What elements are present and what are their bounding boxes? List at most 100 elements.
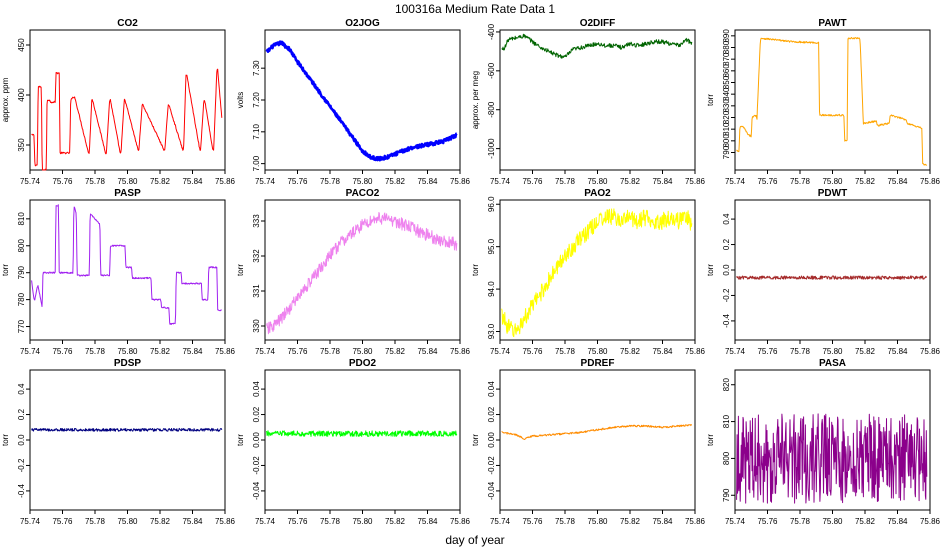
data-line-2	[265, 40, 458, 162]
y-tick-label-6-1: 330	[252, 319, 261, 333]
x-tick-label-12-3: 75.78	[790, 517, 811, 526]
y-tick-label-8-4: 0.2	[722, 238, 731, 250]
x-tick-label-10-1: 75.74	[255, 517, 276, 526]
y-tick-label-1-2: 400	[17, 88, 26, 102]
chart-title-3: O2DIFF	[580, 18, 616, 29]
x-tick-label-2-5: 75.82	[385, 177, 406, 186]
y-axis-label-5: torr	[1, 264, 10, 276]
y-tick-label-10-3: 0.00	[252, 432, 261, 448]
y-tick-label-1-1: 350	[17, 138, 26, 152]
x-tick-label-9-7: 75.86	[215, 517, 236, 526]
chart-panel-8: PDWT 75.74 75.76 75.78 75.80 75.82 75.84 75.86 -…	[706, 188, 941, 356]
figure-x-axis-label: day of year	[445, 533, 504, 547]
chart-panel-2: O2JOG 75.74 75.76 75.78 75.80 75.82 75.84 75.86…	[236, 18, 471, 186]
y-tick-label-5-5: 810	[17, 212, 26, 226]
x-tick-label-12-5: 75.82	[855, 517, 876, 526]
chart-title-8: PDWT	[818, 188, 847, 199]
x-tick-label-11-7: 75.86	[685, 517, 706, 526]
y-tick-label-5-2: 780	[17, 292, 26, 306]
x-tick-label-9-2: 75.76	[52, 517, 73, 526]
y-tick-label-4-11: 890	[722, 29, 731, 43]
data-line-7	[501, 208, 693, 338]
y-tick-label-3-1: -1000	[487, 138, 496, 159]
x-tick-label-12-4: 75.80	[822, 517, 843, 526]
figure-title: 100316a Medium Rate Data 1	[395, 2, 555, 16]
x-tick-label-6-4: 75.80	[352, 347, 373, 356]
x-tick-label-1-7: 75.86	[215, 177, 236, 186]
x-tick-label-4-4: 75.80	[822, 177, 843, 186]
chart-panel-12: PASA 75.74 75.76 75.78 75.80 75.82 75.84 75.86 7…	[706, 358, 941, 526]
x-tick-label-5-4: 75.80	[117, 347, 138, 356]
chart-panel-1: CO2 75.74 75.76 75.78 75.80 75.82 75.84 75.86 35…	[1, 18, 236, 186]
data-line-5	[31, 204, 222, 325]
plot-frame-11	[499, 369, 696, 511]
y-tick-label-12-2: 800	[722, 451, 731, 465]
x-tick-label-9-5: 75.82	[150, 517, 171, 526]
x-tick-label-4-1: 75.74	[725, 177, 746, 186]
x-tick-label-11-6: 75.84	[652, 517, 673, 526]
y-tick-label-11-1: -0.04	[487, 481, 496, 500]
x-tick-label-5-5: 75.82	[150, 347, 171, 356]
x-tick-label-2-6: 75.84	[417, 177, 438, 186]
x-tick-label-6-6: 75.84	[417, 347, 438, 356]
data-line-6	[266, 212, 458, 335]
y-tick-label-5-4: 800	[17, 239, 26, 253]
x-tick-label-5-2: 75.76	[52, 347, 73, 356]
chart-title-10: PDO2	[349, 358, 377, 369]
x-tick-label-7-7: 75.86	[685, 347, 706, 356]
x-tick-label-10-4: 75.80	[352, 517, 373, 526]
x-tick-label-5-1: 75.74	[20, 347, 41, 356]
data-line-3	[501, 33, 693, 59]
data-line-9	[31, 427, 223, 432]
x-tick-label-4-6: 75.84	[887, 177, 908, 186]
y-axis-label-9: torr	[1, 434, 10, 446]
y-axis-label-4: torr	[706, 94, 715, 106]
x-tick-label-10-2: 75.76	[287, 517, 308, 526]
y-axis-label-3: approx. per meg	[471, 71, 480, 129]
x-tick-label-3-6: 75.84	[652, 177, 673, 186]
x-tick-label-1-5: 75.82	[150, 177, 171, 186]
x-tick-label-8-7: 75.86	[920, 347, 941, 356]
x-tick-label-11-4: 75.80	[587, 517, 608, 526]
x-tick-label-11-1: 75.74	[490, 517, 511, 526]
y-tick-label-4-5: 830	[722, 99, 731, 113]
chart-title-5: PASP	[114, 188, 141, 199]
x-tick-label-3-1: 75.74	[490, 177, 511, 186]
x-tick-label-7-2: 75.76	[522, 347, 543, 356]
y-tick-label-12-1: 790	[722, 488, 731, 502]
y-tick-label-11-2: -0.02	[487, 456, 496, 475]
data-line-1	[31, 68, 223, 171]
plot-frame-4	[734, 29, 931, 171]
x-tick-label-7-1: 75.74	[490, 347, 511, 356]
x-tick-label-12-2: 75.76	[757, 517, 778, 526]
x-tick-label-6-5: 75.82	[385, 347, 406, 356]
y-tick-label-9-3: 0.0	[17, 434, 26, 446]
y-tick-label-4-1: 790	[722, 145, 731, 159]
x-tick-label-12-6: 75.84	[887, 517, 908, 526]
y-tick-label-9-5: 0.4	[17, 383, 26, 395]
x-tick-label-5-3: 75.78	[85, 347, 106, 356]
x-tick-label-2-3: 75.78	[320, 177, 341, 186]
y-tick-label-1-3: 450	[17, 38, 26, 52]
y-tick-label-7-3: 95.0	[487, 238, 496, 254]
x-tick-label-4-5: 75.82	[855, 177, 876, 186]
chart-panel-6: PACO2 75.74 75.76 75.78 75.80 75.82 75.84 75.86…	[236, 188, 471, 356]
x-tick-label-8-5: 75.82	[855, 347, 876, 356]
y-axis-label-2: volts	[236, 92, 245, 108]
chart-panel-11: PDREF 75.74 75.76 75.78 75.80 75.82 75.84 75.86…	[471, 358, 706, 526]
x-tick-label-6-3: 75.78	[320, 347, 341, 356]
y-tick-label-4-7: 850	[722, 75, 731, 89]
y-tick-label-2-1: 7.00	[252, 155, 261, 171]
y-tick-label-12-3: 810	[722, 414, 731, 428]
x-tick-label-2-4: 75.80	[352, 177, 373, 186]
plot-frame-9	[29, 369, 226, 511]
x-tick-label-1-6: 75.84	[182, 177, 203, 186]
x-tick-label-10-6: 75.84	[417, 517, 438, 526]
plot-frame-10	[264, 369, 461, 511]
y-tick-label-2-3: 7.20	[252, 92, 261, 108]
x-tick-label-9-3: 75.78	[85, 517, 106, 526]
data-line-11	[501, 424, 693, 440]
data-line-12	[736, 413, 928, 504]
y-tick-label-4-2: 800	[722, 134, 731, 148]
